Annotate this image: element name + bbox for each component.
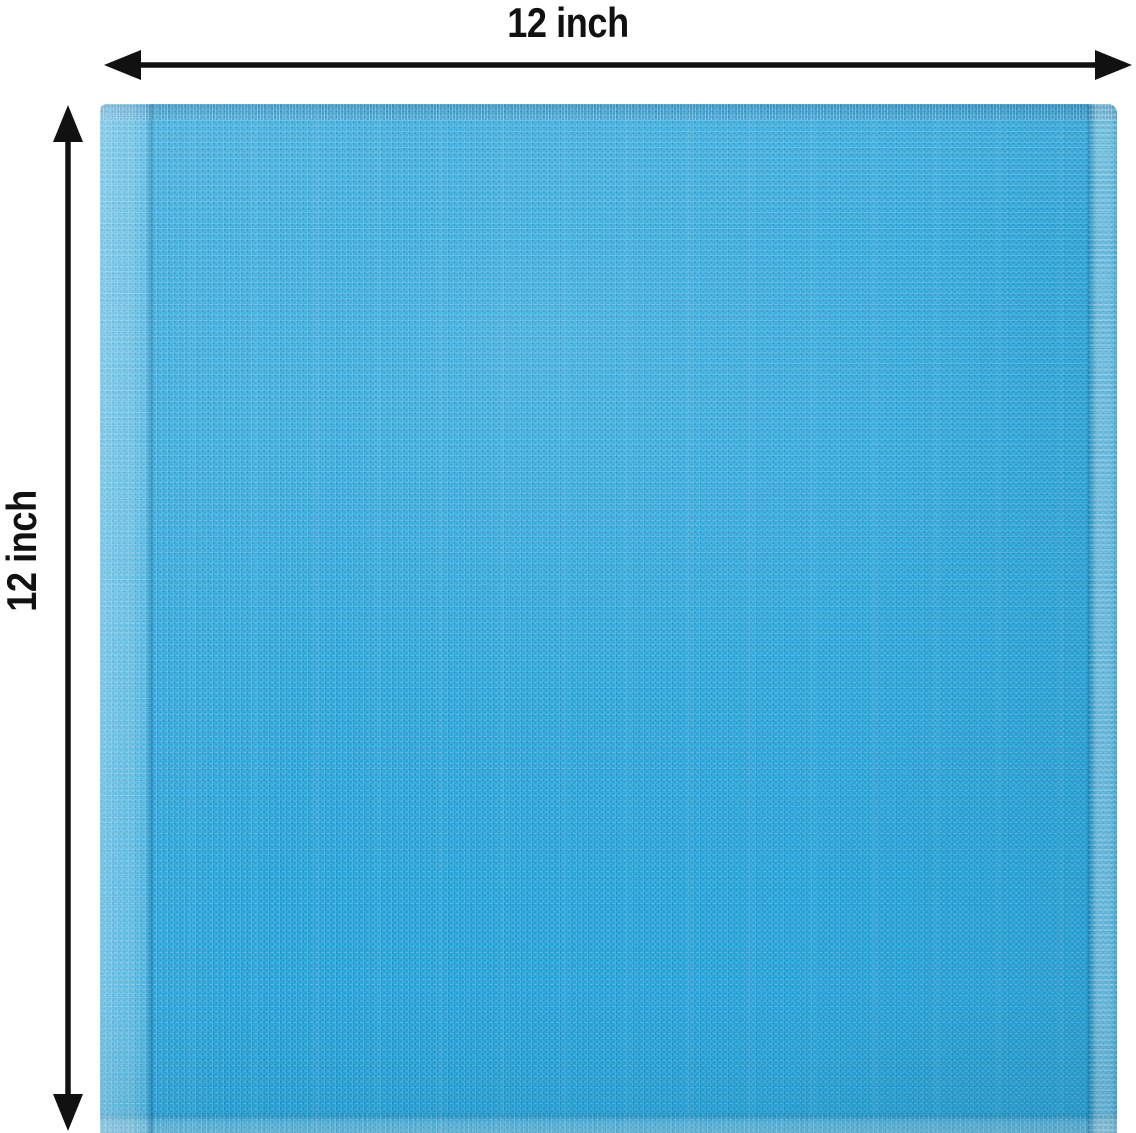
height-dimension-arrow	[53, 105, 83, 1131]
weave-texture	[100, 104, 1117, 1133]
product-image-waffle-cloth	[100, 104, 1117, 1133]
arrow-left-head-icon	[104, 50, 141, 80]
arrow-down-head-icon	[53, 1094, 83, 1131]
height-dimension-label: 12 inch	[0, 490, 45, 612]
width-dimension-label: 12 inch	[507, 0, 629, 46]
width-dimension-arrow	[104, 50, 1132, 80]
arrow-right-head-icon	[1095, 50, 1132, 80]
arrow-up-head-icon	[53, 105, 83, 142]
